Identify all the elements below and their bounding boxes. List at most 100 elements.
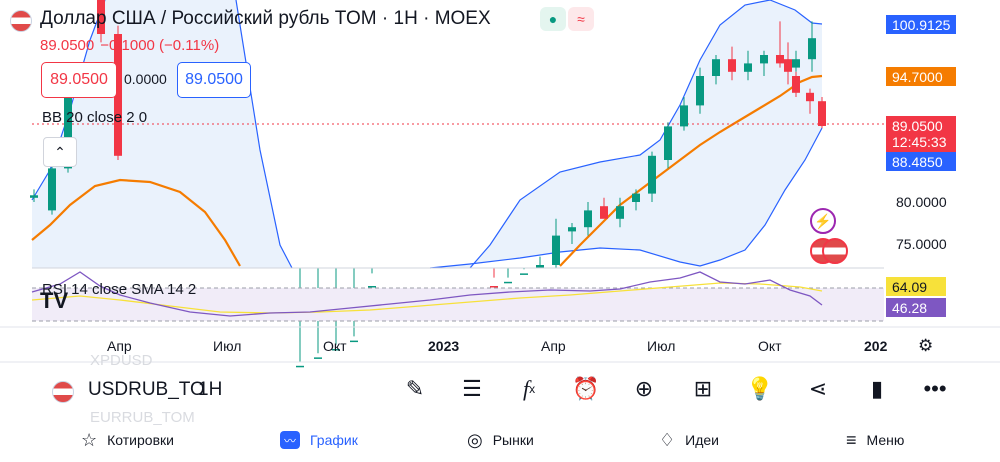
pen-icon[interactable]: ✎	[405, 376, 425, 401]
more-icon[interactable]: •••	[923, 376, 947, 401]
price-axis-label: 75.0000	[896, 236, 947, 252]
bb-fill-right	[430, 0, 822, 268]
usd-flag-icon	[10, 10, 32, 32]
candle-body[interactable]	[792, 76, 800, 93]
candle-body[interactable]	[760, 55, 768, 64]
candle-body[interactable]	[48, 168, 56, 211]
chevron-up-icon: ⌃	[54, 143, 66, 160]
nav-ideas[interactable]: ♢ Идеи	[659, 427, 719, 453]
candle-body[interactable]	[30, 195, 38, 198]
candle-body[interactable]	[97, 0, 105, 34]
candle-body[interactable]	[314, 357, 322, 359]
layout-grid-icon[interactable]: ⊞	[693, 376, 713, 401]
candle-body[interactable]	[368, 286, 376, 288]
sell-button[interactable]: 89.0500	[41, 62, 117, 98]
last-quote-line: 89.0500 −0.1000 (−0.11%)	[40, 37, 219, 54]
delayed-data-icon[interactable]: ≈	[568, 7, 594, 31]
menu-icon: ≡	[846, 429, 857, 450]
candle-body[interactable]	[584, 210, 592, 228]
chart-title[interactable]: Доллар США / Российский рубль TOM · 1H ·…	[40, 8, 491, 29]
candle-body[interactable]	[808, 38, 816, 60]
rsi-band-fill	[32, 288, 884, 321]
candle-body[interactable]	[632, 193, 640, 202]
nav-label: Меню	[866, 432, 905, 448]
candle-body[interactable]	[296, 365, 304, 368]
bb-basis-tag: 94.7000	[886, 67, 956, 86]
interval-button[interactable]: 1H	[198, 379, 223, 400]
star-icon: ☆	[81, 429, 98, 450]
add-circle-icon[interactable]: ⊕	[634, 376, 654, 401]
alert-clock-icon[interactable]: ⏰	[572, 376, 600, 401]
nav-quotes[interactable]: ☆ Котировки	[81, 427, 174, 453]
nav-label: Котировки	[107, 432, 174, 448]
collapse-indicators-button[interactable]: ⌃	[43, 137, 77, 167]
candle-body[interactable]	[712, 59, 720, 76]
spread-value: 0.0000	[124, 71, 167, 87]
candles-icon[interactable]: ▮	[870, 376, 884, 401]
market-open-icon[interactable]: ●	[540, 7, 566, 31]
candle-body[interactable]	[728, 59, 736, 72]
candle-body[interactable]	[568, 227, 576, 232]
bb-upper-line	[469, 0, 823, 269]
rub-flag-event-icon[interactable]	[822, 238, 848, 264]
candle-body[interactable]	[776, 55, 784, 64]
candle-body[interactable]	[504, 281, 512, 284]
candle-body[interactable]	[616, 206, 624, 219]
nav-label: Рынки	[492, 432, 534, 448]
time-axis-label: Июл	[647, 338, 676, 354]
nav-label: График	[310, 432, 358, 448]
candle-body[interactable]	[806, 92, 814, 102]
idea-bulb-icon[interactable]: 💡	[746, 376, 774, 401]
symbol-name[interactable]: USDRUB_TO	[88, 379, 205, 400]
last-price-tag: 89.0500 12:45:33	[886, 116, 956, 152]
candle-body[interactable]	[536, 265, 544, 268]
candle-body[interactable]	[696, 76, 704, 106]
background-list-item: XPDUSD	[90, 352, 153, 369]
nav-label: Идеи	[685, 432, 719, 448]
candle-body[interactable]	[350, 340, 358, 343]
candle-body[interactable]	[744, 63, 752, 72]
background-list-item: EURRUB_TOM	[90, 409, 195, 426]
rsi-line	[31, 271, 823, 317]
bb-lower-tag: 88.4850	[886, 152, 956, 171]
chart-icon: 〰	[280, 431, 300, 449]
share-icon[interactable]: ⋖	[808, 376, 828, 401]
candle-body[interactable]	[818, 101, 826, 126]
time-axis-label: 2023	[428, 338, 460, 354]
candle-body[interactable]	[332, 349, 340, 351]
nav-menu[interactable]: ≡ Меню	[846, 427, 904, 453]
candle-body[interactable]	[490, 286, 498, 288]
candle-body[interactable]	[520, 273, 528, 275]
candle-body[interactable]	[114, 34, 122, 156]
bulb-icon: ♢	[659, 429, 676, 450]
candle-body[interactable]	[64, 80, 72, 169]
candle-body[interactable]	[600, 206, 608, 219]
time-axis-label: Окт	[758, 338, 782, 354]
indicator-list-icon[interactable]: ☰	[462, 376, 482, 401]
buy-button[interactable]: 89.0500	[177, 62, 251, 98]
bb-indicator-label[interactable]: BB 20 close 2 0	[42, 109, 148, 126]
rsi-value-tag: 64.09	[886, 277, 946, 296]
tradingview-logo: TV	[40, 288, 68, 313]
candle-body[interactable]	[664, 126, 672, 160]
time-axis-label: Апр	[107, 338, 132, 354]
candle-body[interactable]	[784, 59, 792, 72]
rsi-indicator-label[interactable]: RSI 14 close SMA 14 2	[42, 281, 197, 298]
candle-body[interactable]	[552, 235, 560, 265]
gear-icon[interactable]: ⚙	[918, 336, 934, 355]
time-axis-label: Апр	[541, 338, 566, 354]
bb-upper-tag: 100.9125	[886, 15, 956, 34]
price-change: −0.1000 (−0.11%)	[100, 37, 220, 54]
candle-body[interactable]	[648, 155, 656, 194]
nav-chart[interactable]: 〰 График	[280, 427, 358, 453]
bb-basis-line	[31, 178, 241, 267]
time-axis-label: Окт	[323, 338, 347, 354]
time-axis-label: Июл	[213, 338, 242, 354]
bar-countdown: 12:45:33	[892, 134, 947, 150]
candle-body[interactable]	[792, 59, 800, 68]
nav-markets[interactable]: ◎ Рынки	[467, 427, 534, 453]
lightning-icon[interactable]: ⚡	[810, 208, 836, 234]
candle-body[interactable]	[680, 105, 688, 127]
last-price: 89.0500	[40, 37, 95, 54]
